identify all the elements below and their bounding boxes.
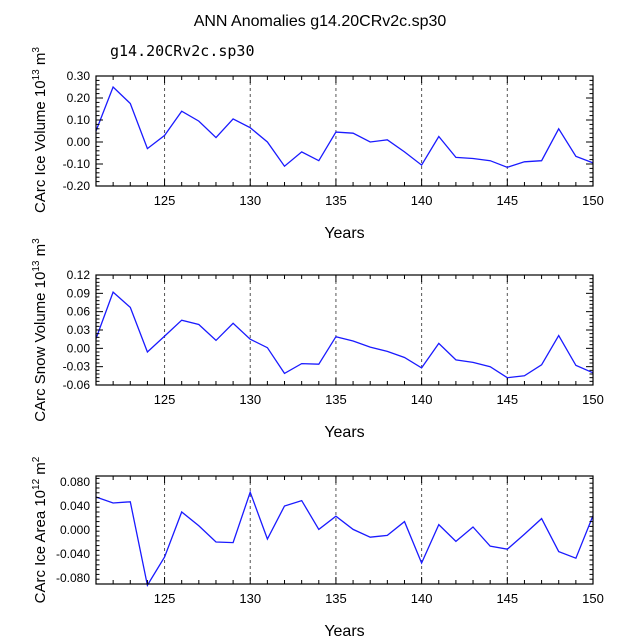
plot-frame	[95, 475, 594, 585]
y-tick-label: 0.040	[60, 499, 90, 513]
x-tick-label: 140	[411, 591, 433, 606]
panel-snow-volume: -0.06 -0.03 0.00 0.03 0.06 0.09 0.12 125 130 135 1…	[31, 238, 604, 441]
x-tick-label: 130	[239, 392, 261, 407]
y-tick-label: -0.10	[63, 157, 91, 171]
x-tick-label: 140	[411, 193, 433, 208]
x-tick-label: 125	[154, 591, 176, 606]
y-tick-label: 0.30	[67, 69, 91, 83]
x-tick-label: 135	[325, 193, 347, 208]
y-axis-label-unit-exponent: 3	[31, 238, 42, 244]
y-axis-label: CArc Ice Area 1012 m2	[31, 456, 49, 603]
y-tick-label: 0.10	[67, 113, 91, 127]
chart-title: ANN Anomalies g14.20CRv2c.sp30	[194, 13, 447, 30]
x-tick-label: 125	[154, 193, 176, 208]
panel-ice-volume: -0.20 -0.10 0.00 0.10 0.20 0.30 125 130 135 140 14…	[31, 47, 604, 242]
y-tick-label: -0.06	[63, 378, 91, 392]
y-tick-label: -0.03	[63, 360, 91, 374]
y-tick-label: 0.06	[67, 305, 91, 319]
x-tick-label: 135	[325, 392, 347, 407]
series-line	[95, 85, 594, 168]
x-axis-label: Years	[324, 225, 364, 242]
x-tick-label: 145	[496, 392, 518, 407]
y-axis-label-unit-exponent: 3	[31, 47, 42, 53]
x-tick-label: 140	[411, 392, 433, 407]
x-axis-label: Years	[324, 424, 364, 441]
y-tick-label: 0.000	[60, 523, 90, 537]
y-axis-label-unit: m	[32, 53, 49, 70]
y-tick-label: 0.09	[67, 286, 91, 300]
series-line	[95, 290, 594, 379]
x-tick-label: 130	[239, 591, 261, 606]
series-line	[95, 490, 594, 587]
y-axis-label-exponent: 12	[31, 478, 42, 490]
x-tick-label: 145	[496, 193, 518, 208]
y-tick-label: 0.03	[67, 323, 91, 337]
y-axis-label: CArc Snow Volume 1013 m3	[31, 238, 49, 422]
x-axis-label: Years	[324, 623, 364, 638]
x-tick-label: 145	[496, 591, 518, 606]
y-axis-label-main: CArc Ice Volume 10	[32, 80, 49, 213]
chart-subtitle: g14.20CRv2c.sp30	[110, 42, 255, 60]
y-tick-label: -0.040	[56, 547, 90, 561]
y-axis-label-main: CArc Ice Area 10	[32, 490, 49, 603]
x-tick-label: 150	[582, 392, 604, 407]
x-tick-label: 135	[325, 591, 347, 606]
y-axis-label-exponent: 13	[31, 260, 42, 272]
y-tick-label: 0.12	[67, 268, 91, 282]
x-tick-label: 150	[582, 591, 604, 606]
x-tick-label: 150	[582, 193, 604, 208]
x-tick-label: 125	[154, 392, 176, 407]
y-tick-label: -0.080	[56, 571, 90, 585]
y-tick-label: 0.00	[67, 341, 91, 355]
y-axis-label-unit-exponent: 2	[31, 456, 42, 462]
y-tick-label: 0.080	[60, 475, 90, 489]
y-tick-label: -0.20	[63, 179, 91, 193]
y-axis-label-unit: m	[32, 462, 49, 479]
y-axis-label-unit: m	[32, 244, 49, 261]
y-axis-label-main: CArc Snow Volume 10	[32, 272, 49, 422]
plot-frame	[95, 75, 594, 187]
y-axis-label: CArc Ice Volume 1013 m3	[31, 47, 49, 213]
x-tick-label: 130	[239, 193, 261, 208]
y-axis-label-exponent: 13	[31, 69, 42, 81]
panel-ice-area: -0.080 -0.040 0.000 0.040 0.080 125 130 135 140 1…	[31, 456, 604, 638]
y-tick-label: 0.00	[67, 135, 91, 149]
y-tick-label: 0.20	[67, 91, 91, 105]
